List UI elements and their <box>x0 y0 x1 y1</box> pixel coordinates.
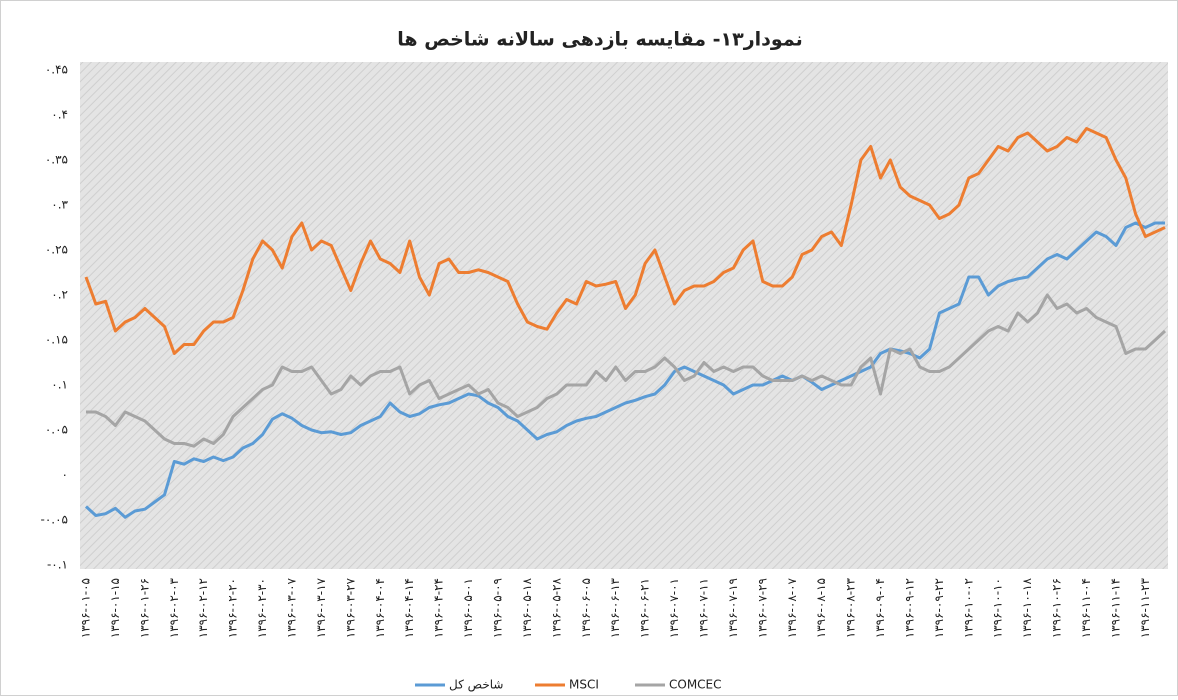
legend-label: COMCEC <box>669 678 722 692</box>
x-tick-label: ۱۳۹۶-۰۵-۱۸ <box>520 577 534 638</box>
series-line <box>86 293 1167 448</box>
x-tick-label: ۱۳۹۶-۰۹-۱۲ <box>902 578 916 638</box>
legend-label: شاخص کل <box>449 678 503 693</box>
x-tick-label: ۱۳۹۶-۰۵-۲۸ <box>549 577 563 638</box>
x-tick-label: ۱۳۹۶-۱۰-۱۸ <box>1020 577 1034 638</box>
x-tick-label: ۱۳۹۶-۰۲-۳۰ <box>255 578 269 638</box>
x-tick-label: ۱۳۹۶-۰۲-۰۳ <box>167 577 181 638</box>
y-tick-label: ۰ <box>62 468 68 482</box>
x-tick-label: ۱۳۹۶-۰۴-۱۴ <box>402 578 416 638</box>
x-tick-label: ۱۳۹۶-۰۳-۲۷ <box>343 577 357 638</box>
y-tick-label: ۰.۴ <box>51 108 68 122</box>
x-tick-label: ۱۳۹۶-۱۱-۰۴ <box>1079 578 1093 638</box>
x-tick-label: ۱۳۹۶-۱۰-۲۶ <box>1050 578 1064 638</box>
x-tick-label: ۱۳۹۶-۰۶-۲۱ <box>638 578 652 638</box>
y-tick-label: ۰.۰۵ <box>45 423 68 437</box>
x-tick-label: ۱۳۹۶-۰۵-۰۱ <box>461 578 475 638</box>
x-tick-label: ۱۳۹۶-۰۳-۰۷ <box>284 577 298 638</box>
y-tick-label: ۰.۴۵ <box>45 63 68 77</box>
x-tick-label: ۱۳۹۶-۰۳-۱۷ <box>314 577 328 638</box>
x-tick-label: ۱۳۹۶-۰۶-۱۳ <box>608 577 622 638</box>
series-line <box>84 221 1165 519</box>
x-tick-label: ۱۳۹۶-۰۲-۱۲ <box>196 578 210 638</box>
x-tick-label: ۱۳۹۶-۰۷-۱۱ <box>696 578 710 638</box>
y-tick-label: -۰.۰۵ <box>41 513 68 527</box>
x-tick-label: ۱۳۹۶-۱۰-۰۲ <box>961 578 975 638</box>
y-tick-label: ۰.۱ <box>51 378 68 392</box>
x-tick-label: ۱۳۹۶-۰۲-۲۰ <box>226 578 240 638</box>
x-tick-label: ۱۳۹۶-۰۸-۰۷ <box>785 577 799 638</box>
x-tick-label: ۱۳۹۶-۱۱-۲۳ <box>1138 577 1152 638</box>
y-tick-label: ۰.۲۵ <box>45 243 68 257</box>
x-tick-label: ۱۳۹۶-۰۷-۰۱ <box>667 578 681 638</box>
x-tick-label: ۱۳۹۶-۱۱-۱۴ <box>1108 578 1122 638</box>
x-tick-label: ۱۳۹۶-۰۱-۲۶ <box>137 578 151 638</box>
x-tick-label: ۱۳۹۶-۰۴-۲۴ <box>432 578 446 638</box>
y-tick-label: -۰.۱ <box>47 558 68 572</box>
x-tick-label: ۱۳۹۶-۰۸-۲۳ <box>844 577 858 638</box>
chart-title: نمودار۱۳- مقایسه بازدهی سالانه شاخص ها <box>397 29 802 51</box>
series-line <box>84 127 1166 355</box>
x-tick-label: ۱۳۹۶-۰۱-۰۵ <box>79 578 93 638</box>
y-tick-label: ۰.۲ <box>51 288 68 302</box>
legend-label: MSCI <box>569 678 599 692</box>
y-tick-label: ۰.۳ <box>51 198 68 212</box>
x-tick-label: ۱۳۹۶-۰۹-۲۲ <box>932 578 946 638</box>
y-tick-label: ۰.۱۵ <box>45 333 68 347</box>
x-tick-label: ۱۳۹۶-۰۹-۰۴ <box>873 578 887 638</box>
x-tick-label: ۱۳۹۶-۰۷-۲۹ <box>755 578 769 638</box>
plot-area <box>80 62 1168 569</box>
x-tick-label: ۱۳۹۶-۰۷-۱۹ <box>726 578 740 638</box>
y-tick-label: ۰.۳۵ <box>45 153 68 167</box>
x-tick-label: ۱۳۹۶-۱۰-۱۰ <box>991 578 1005 638</box>
x-tick-label: ۱۳۹۶-۰۴-۰۴ <box>373 578 387 638</box>
x-tick-label: ۱۳۹۶-۰۵-۰۹ <box>490 578 504 638</box>
x-tick-label: ۱۳۹۶-۰۸-۱۵ <box>814 578 828 638</box>
x-tick-label: ۱۳۹۶-۰۱-۱۵ <box>108 578 122 638</box>
x-tick-label: ۱۳۹۶-۰۶-۰۵ <box>579 578 593 638</box>
